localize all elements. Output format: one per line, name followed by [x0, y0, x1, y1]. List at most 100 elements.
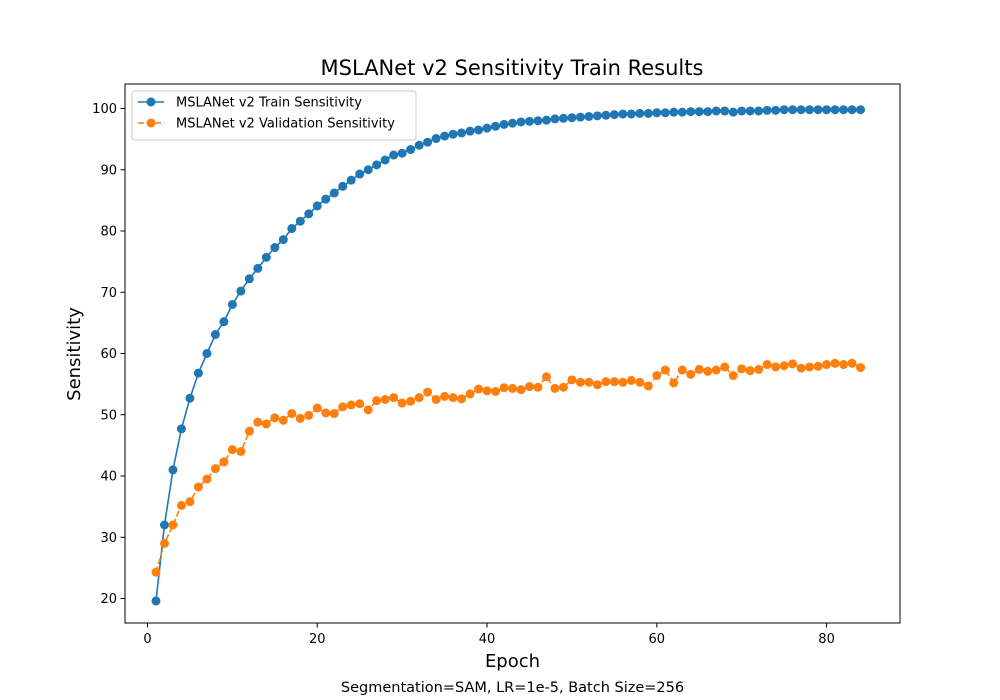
data-point-validation: [176, 500, 186, 510]
data-point-validation: [575, 377, 585, 387]
data-point-train: [346, 175, 356, 185]
data-point-validation: [533, 382, 543, 392]
x-tick-label: 60: [649, 632, 666, 647]
data-point-train: [227, 300, 237, 309]
data-point-train: [839, 105, 849, 115]
data-point-train: [406, 145, 416, 155]
data-point-train: [304, 209, 314, 219]
data-point-validation: [584, 377, 594, 387]
data-point-train: [372, 160, 382, 170]
data-point-train: [601, 110, 611, 120]
data-point-validation: [397, 398, 407, 408]
data-point-validation: [677, 365, 687, 375]
x-axis-title: Epoch: [485, 651, 540, 672]
data-point-train: [278, 235, 288, 245]
data-point-validation: [363, 405, 373, 415]
data-point-train: [626, 109, 636, 119]
data-point-train: [669, 107, 679, 117]
data-point-train: [541, 115, 551, 125]
data-point-validation: [278, 415, 288, 425]
data-point-train: [448, 129, 458, 139]
data-point-validation: [720, 362, 730, 372]
data-point-train: [236, 286, 246, 296]
data-point-train: [202, 349, 212, 358]
data-point-validation: [703, 366, 713, 376]
legend-validation-marker: [146, 118, 156, 128]
data-point-train: [635, 108, 645, 118]
x-tick-label: 20: [309, 632, 326, 647]
data-point-train: [711, 106, 721, 116]
data-point-validation: [711, 365, 721, 375]
y-tick-label: 20: [100, 592, 117, 607]
data-point-validation: [168, 520, 178, 530]
data-point-validation: [202, 474, 212, 484]
y-tick-label: 80: [100, 225, 117, 240]
data-point-train: [618, 109, 628, 119]
data-point-validation: [558, 382, 568, 392]
series-line-validation: [155, 362, 861, 573]
data-point-train: [363, 165, 373, 175]
data-point-validation: [440, 391, 450, 401]
x-tick-label: 80: [818, 632, 835, 647]
data-point-validation: [465, 389, 475, 399]
data-point-train: [737, 106, 747, 116]
data-point-train: [575, 112, 585, 122]
data-point-train: [550, 114, 560, 124]
data-point-validation: [635, 377, 645, 387]
y-tick-label: 90: [100, 163, 117, 178]
y-tick-label: 70: [100, 286, 117, 301]
data-point-validation: [406, 396, 416, 406]
data-point-validation: [185, 497, 195, 507]
data-point-validation: [414, 393, 424, 403]
data-point-train: [423, 137, 433, 147]
data-point-validation: [321, 408, 331, 418]
data-point-validation: [618, 377, 628, 387]
data-point-validation: [796, 363, 806, 373]
legend-train-label: MSLANet v2 Train Sensitivity: [176, 96, 362, 111]
x-tick-label: 40: [479, 632, 496, 647]
data-point-validation: [541, 372, 551, 382]
data-point-train: [168, 465, 178, 475]
data-point-train: [660, 108, 670, 118]
data-point-validation: [329, 409, 339, 419]
data-point-train: [813, 105, 823, 115]
data-point-train: [253, 263, 263, 273]
data-point-train: [457, 128, 467, 138]
data-point-validation: [728, 371, 738, 381]
legend-train-marker: [146, 97, 156, 107]
data-point-train: [508, 118, 517, 128]
data-point-train: [584, 111, 594, 121]
data-point-validation: [210, 464, 220, 474]
data-point-validation: [609, 377, 619, 387]
data-point-train: [185, 393, 195, 403]
data-point-validation: [227, 445, 237, 455]
y-axis-ticks: 20 30 40 50 60 70 80 90 100: [92, 102, 125, 607]
data-point-train: [397, 148, 407, 158]
data-point-validation: [423, 387, 433, 397]
legend-entry-train: MSLANet v2 Train Sensitivity: [138, 96, 362, 111]
data-point-validation: [669, 378, 679, 388]
data-point-train: [686, 107, 696, 117]
series-validation: [151, 358, 866, 577]
data-point-validation: [754, 364, 764, 374]
data-point-validation: [550, 383, 560, 393]
data-point-validation: [219, 457, 229, 467]
legend-box: [131, 90, 417, 141]
data-point-train: [643, 108, 653, 118]
data-point-validation: [601, 377, 611, 387]
data-point-validation: [304, 410, 314, 420]
data-point-validation: [771, 362, 781, 372]
data-point-train: [176, 424, 186, 434]
x-axis-ticks: 0 20 40 60 80: [143, 623, 835, 647]
data-point-train: [482, 123, 492, 133]
data-point-train: [414, 140, 424, 150]
data-point-validation: [159, 538, 169, 548]
data-point-train: [847, 105, 857, 115]
data-point-validation: [372, 396, 382, 406]
data-point-validation: [660, 365, 670, 375]
data-point-train: [745, 106, 755, 116]
plot-area: [151, 105, 866, 606]
data-point-validation: [448, 393, 458, 403]
x-tick-label: 0: [143, 632, 151, 647]
data-point-train: [728, 107, 738, 117]
